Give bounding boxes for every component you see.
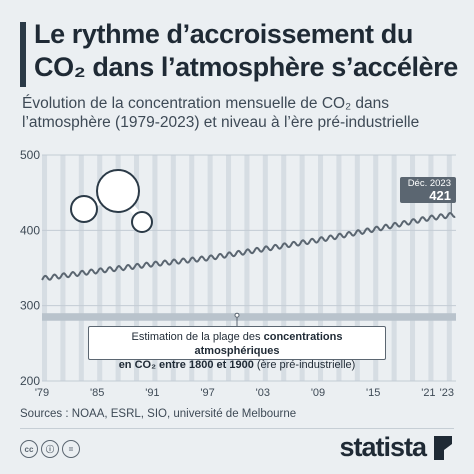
year-stripe (336, 155, 342, 381)
statista-logo[interactable]: statista (339, 432, 454, 463)
page-subtitle: Évolution de la concentration mensuelle … (22, 95, 420, 131)
annotation-dot (234, 312, 240, 318)
annotation-text-1: Estimation de la plage des (131, 331, 264, 343)
year-stripe (78, 155, 84, 381)
brand-name: statista (339, 432, 427, 462)
y-tick-label: 400 (20, 223, 40, 237)
footer-divider (20, 428, 454, 429)
preindustrial-annotation: Estimation de la plage des concentration… (88, 326, 386, 371)
molecule-atom (96, 169, 140, 213)
year-stripe (226, 155, 232, 381)
year-stripe (373, 155, 379, 381)
x-tick-label: '91 (145, 387, 159, 399)
year-stripe (152, 155, 158, 381)
year-stripe (428, 155, 434, 381)
license-icons: cc ⓘ = (20, 440, 80, 458)
molecule-atom (131, 211, 153, 233)
cc-icon: cc (20, 440, 38, 458)
x-tick-label: '97 (200, 387, 214, 399)
molecule-atom (70, 195, 98, 223)
year-stripe (299, 155, 305, 381)
x-tick-label: '85 (90, 387, 104, 399)
year-stripe (134, 155, 140, 381)
y-tick-label: 300 (20, 299, 40, 313)
annotation-bold-1: concentrations atmosphériques (194, 331, 343, 357)
x-tick-label: '09 (311, 387, 325, 399)
annotation-text-2: (ère pré-industrielle) (253, 359, 356, 371)
year-stripe (391, 155, 397, 381)
equals-icon: = (62, 440, 80, 458)
year-stripe (410, 155, 416, 381)
year-stripe (115, 155, 121, 381)
year-stripe (318, 155, 324, 381)
year-stripe (262, 155, 268, 381)
y-tick-label: 500 (20, 148, 40, 162)
x-tick-label: '03 (256, 387, 270, 399)
x-tick-label: '15 (366, 387, 380, 399)
year-stripe (244, 155, 250, 381)
year-stripe (189, 155, 195, 381)
x-tick-label: '21 (421, 387, 435, 399)
source-note: Sources : NOAA, ESRL, SIO, université de… (20, 408, 297, 420)
callout-value: 421 (429, 188, 451, 203)
latest-value-callout: Déc. 2023 421 (400, 177, 456, 203)
preindustrial-band (42, 313, 456, 321)
attribution-icon: ⓘ (41, 440, 59, 458)
x-tick-label: '79 (35, 387, 49, 399)
co2-molecule-icon (70, 169, 153, 233)
year-stripe (42, 155, 48, 381)
y-tick-label: 200 (20, 374, 40, 388)
title-accent-bar (20, 22, 26, 87)
callout-date: Déc. 2023 (407, 178, 451, 189)
co2-series-line (41, 211, 456, 281)
year-stripe (281, 155, 287, 381)
page-title: Le rythme d’accroissement du CO₂ dans l’… (34, 19, 458, 82)
year-stripe (207, 155, 213, 381)
year-stripe (354, 155, 360, 381)
x-tick-label: '23 (440, 387, 454, 399)
year-stripe (60, 155, 66, 381)
statista-mark-icon (434, 435, 452, 460)
annotation-bold-2: en CO₂ entre 1800 et 1900 (118, 359, 254, 371)
year-stripe (170, 155, 176, 381)
year-stripe (446, 155, 452, 381)
